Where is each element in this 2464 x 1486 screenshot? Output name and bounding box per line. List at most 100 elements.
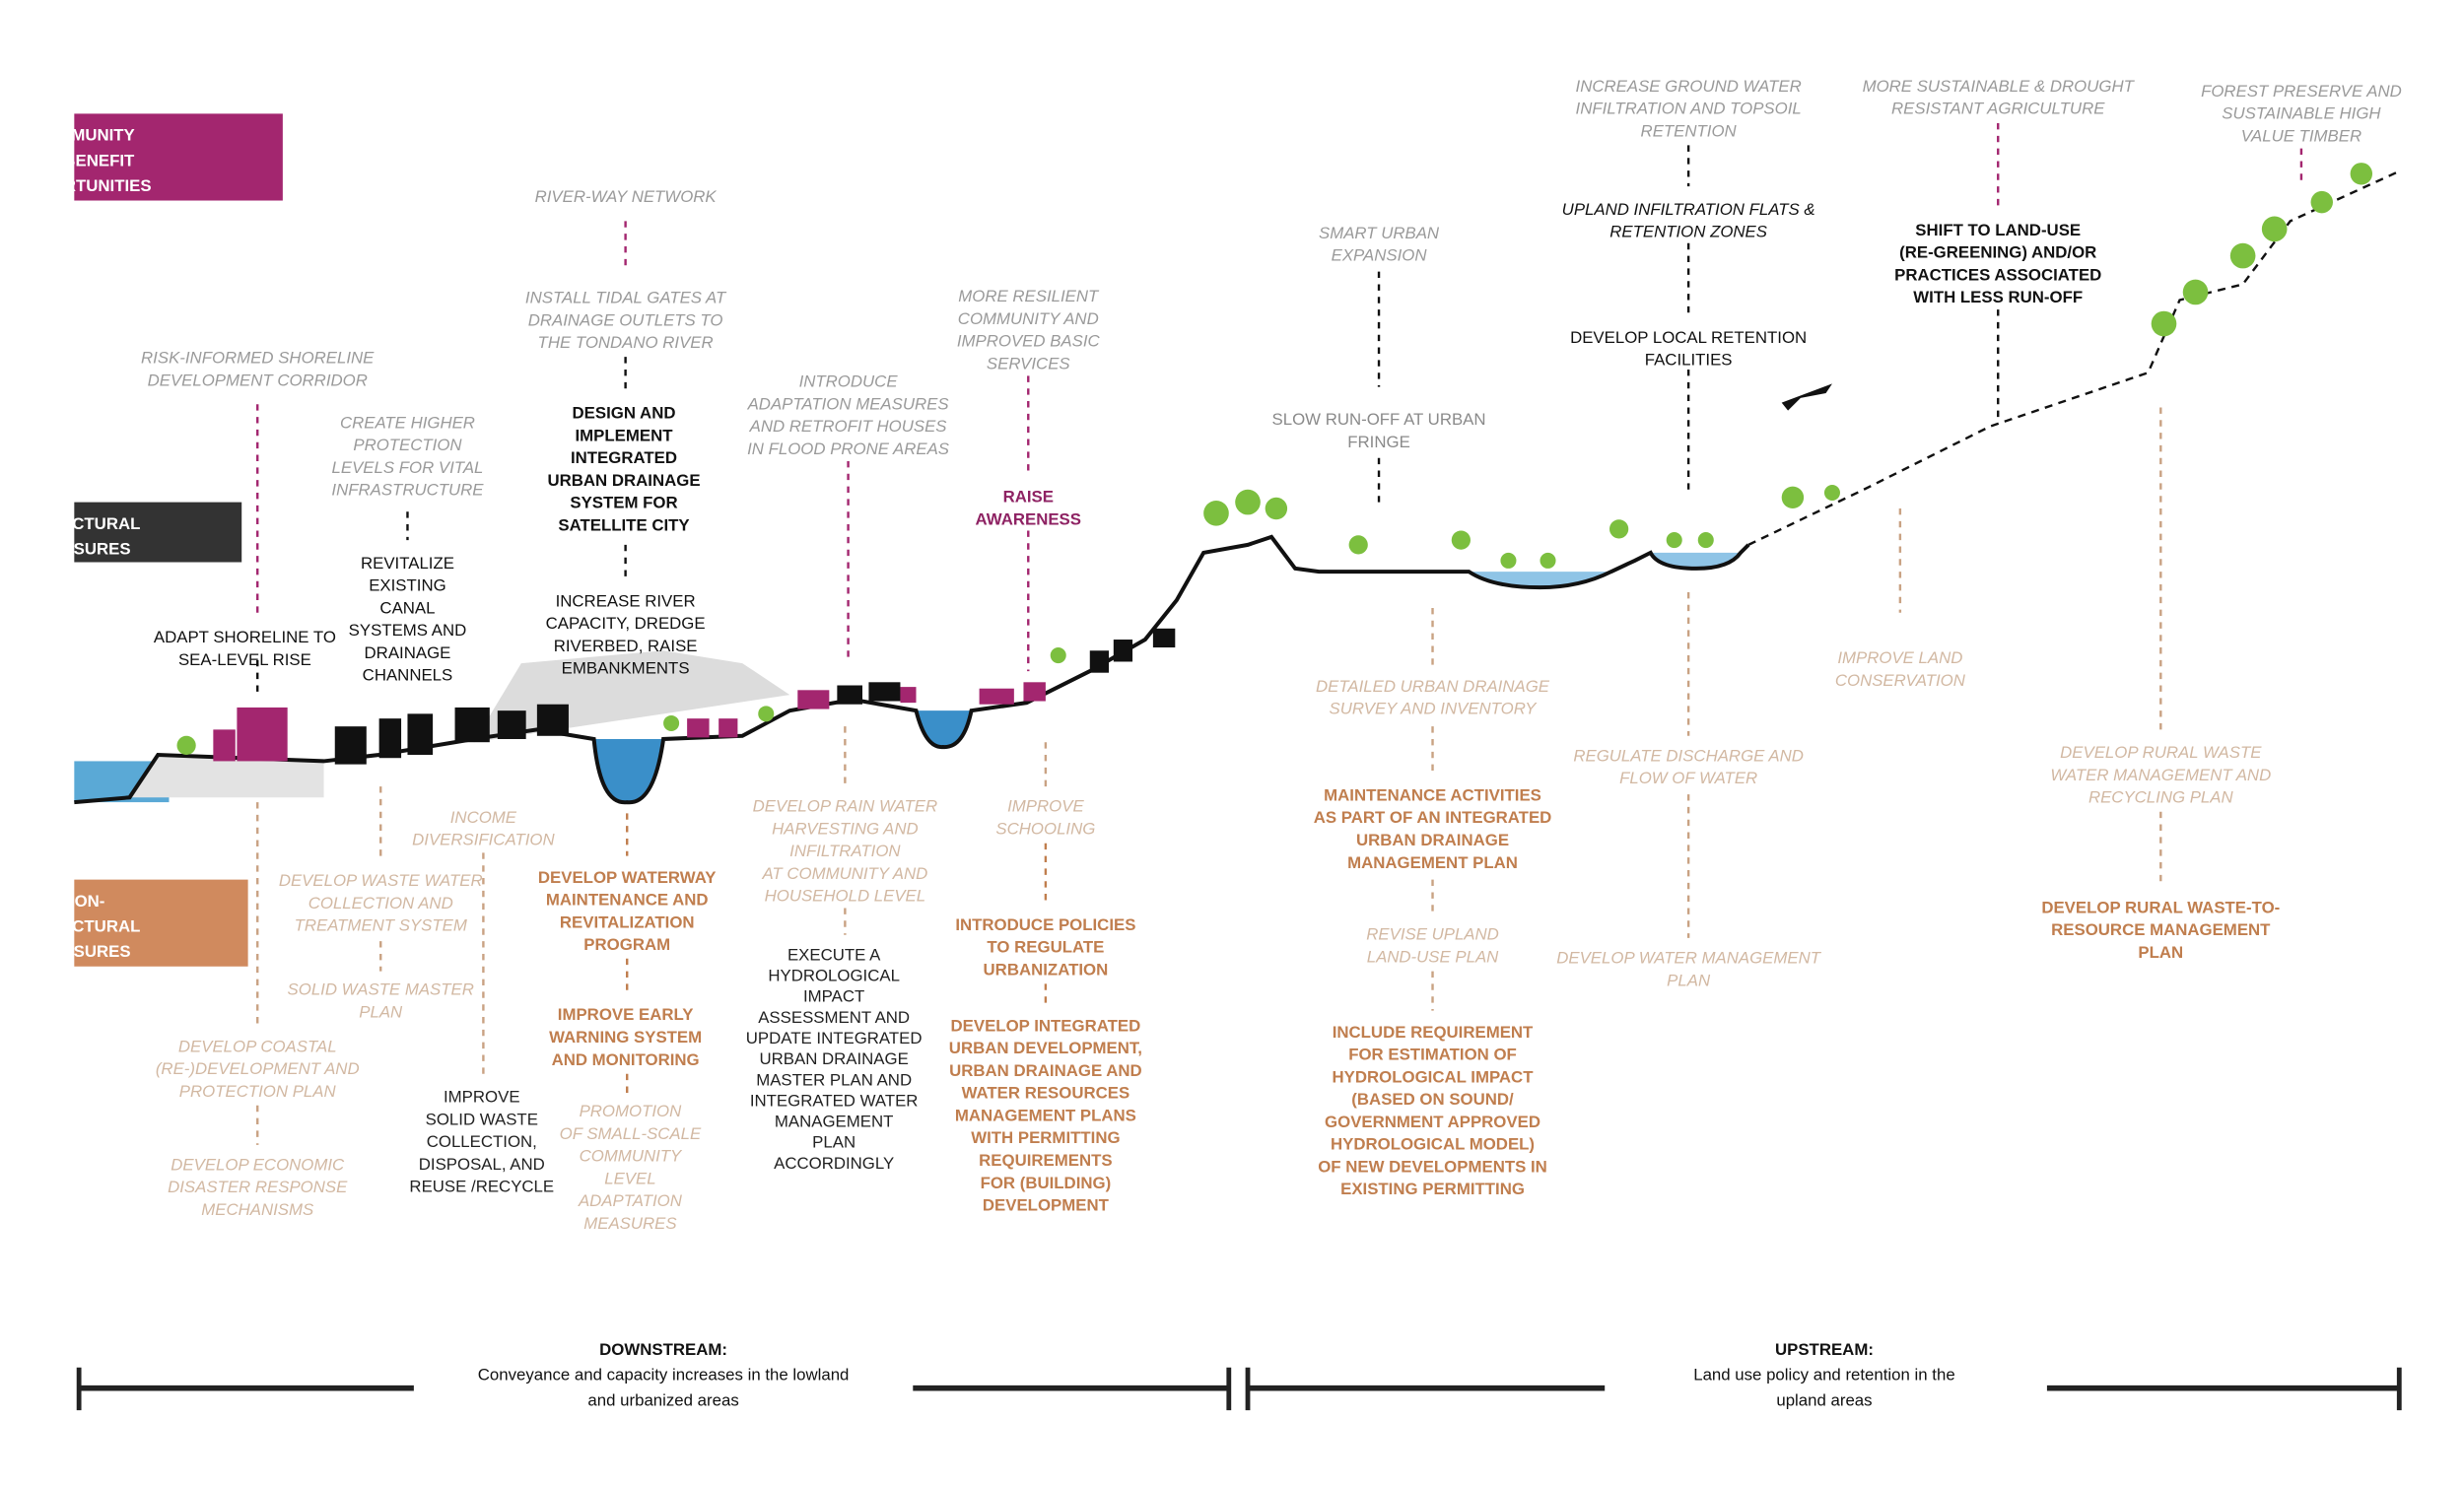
- annotation-line: INTRODUCE: [799, 372, 899, 391]
- annotation: CREATE HIGHER PROTECTION LEVELS FOR VITAL I…: [331, 413, 484, 499]
- section-title: DOWNSTREAM:: [599, 1340, 727, 1359]
- annotation-line: DETAILED URBAN DRAINAGE: [1316, 677, 1550, 696]
- section-text: upland areas: [1776, 1390, 1872, 1409]
- annotation-line: PLAN: [812, 1133, 856, 1152]
- annotation-line: SYSTEM FOR: [570, 494, 677, 512]
- section-title: UPSTREAM:: [1775, 1340, 1874, 1359]
- annotation-line: INFILTRATION AND TOPSOIL: [1576, 100, 1802, 118]
- annotation-line: FOR ESTIMATION OF: [1348, 1046, 1517, 1064]
- annotation-line: DESIGN AND: [573, 404, 676, 423]
- annotation-line: GOVERNMENT APPROVED: [1325, 1113, 1540, 1131]
- annotation-line: URBAN DRAINAGE: [547, 471, 700, 490]
- annotation-line: UPLAND INFILTRATION FLATS &: [1562, 200, 1815, 219]
- annotation-line: ASSESSMENT AND: [758, 1008, 910, 1027]
- annotation: IMPROVE SCHOOLING: [995, 797, 1095, 839]
- annotation-line: PLAN: [1667, 971, 1711, 989]
- legend-text: MEASURES: [36, 539, 130, 558]
- annotation-line: HYDROLOGICAL: [768, 967, 900, 985]
- annotation-line: LAND-USE PLAN: [1367, 947, 1499, 966]
- annotation-line: RESOURCE MANAGEMENT: [2051, 920, 2271, 939]
- annotation-line: DEVELOP COASTAL: [178, 1037, 337, 1055]
- annotation-line: PRACTICES ASSOCIATED: [1894, 265, 2101, 284]
- annotation: MORE SUSTAINABLE & DROUGHT RESISTANT AGRI…: [1863, 77, 2136, 118]
- upstream: UPSTREAM: Land use policy and retention i…: [1693, 1340, 1954, 1409]
- annotation-line: DEVELOP RURAL WASTE: [2060, 743, 2262, 762]
- annotation-line: IMPROVE LAND: [1837, 648, 1962, 667]
- annotation-line: REGULATE DISCHARGE AND: [1573, 746, 1804, 765]
- annotation-line: DEVELOP WATER MANAGEMENT: [1556, 949, 1822, 968]
- annotation-line: SEA-LEVEL RISE: [178, 650, 311, 669]
- annotation-line: RECYCLING PLAN: [2088, 788, 2234, 807]
- legend-text: COMMUNITY: [33, 126, 135, 145]
- annotation-line: DEVELOPMENT: [983, 1196, 1110, 1215]
- legend-box: [74, 502, 242, 563]
- annotation-line: PLAN: [2138, 943, 2183, 962]
- annotation-line: CANAL: [379, 598, 435, 617]
- annotation-line: RESISTANT AGRICULTURE: [1891, 100, 2105, 118]
- annotation-line: CAPACITY, DREDGE: [546, 614, 706, 633]
- annotation-line: HOUSEHOLD LEVEL: [765, 887, 926, 906]
- annotation-line: HYDROLOGICAL IMPACT: [1333, 1067, 1535, 1086]
- annotation-line: RIVER-WAY NETWORK: [535, 187, 718, 206]
- legend-non-structural: NON- STRUCTURAL MEASURES: [28, 879, 248, 967]
- legend-box: [74, 879, 248, 967]
- annotation-line: OF SMALL-SCALE: [560, 1124, 702, 1143]
- annotation-line: MORE RESILIENT: [958, 287, 1100, 305]
- annotation-line: SMART URBAN: [1319, 224, 1440, 242]
- annotation-line: RETENTION: [1641, 121, 1738, 140]
- annotation: DEVELOP WATERWAY MAINTENANCE AND REVITALIZ…: [538, 868, 717, 954]
- annotation-line: SOLID WASTE MASTER: [288, 980, 474, 999]
- annotation-line: URBAN DRAINAGE: [759, 1049, 908, 1068]
- downstream: DOWNSTREAM: Conveyance and capacity incre…: [478, 1340, 850, 1409]
- annotation: SOLID WASTE MASTER PLAN: [288, 980, 474, 1022]
- annotation-line: VALUE TIMBER: [2241, 126, 2361, 145]
- annotation-line: DEVELOP RAIN WATER: [753, 797, 937, 816]
- annotation-line: IMPROVED BASIC: [957, 332, 1101, 351]
- annotation-line: EMBANKMENTS: [562, 659, 690, 678]
- annotation-line: URBANIZATION: [984, 960, 1109, 979]
- annotation-line: INTRODUCE POLICIES: [955, 915, 1135, 934]
- annotation-line: SATELLITE CITY: [558, 515, 689, 534]
- annotation-line: WITH LESS RUN-OFF: [1913, 288, 2083, 306]
- annotation: MAINTENANCE ACTIVITIES AS PART OF AN INTE…: [1314, 785, 1552, 871]
- annotation-line: COLLECTION AND: [308, 894, 453, 912]
- annotation: FOREST PRESERVE AND SUSTAINABLE HIGH VALUE…: [2201, 82, 2402, 146]
- annotation-line: MANAGEMENT: [775, 1113, 894, 1131]
- annotation: DEVELOP WASTE WATER COLLECTION AND TREATME…: [279, 871, 483, 935]
- annotation-line: COMMUNITY: [580, 1147, 683, 1166]
- trees: [176, 163, 2373, 756]
- annotation: REGULATE DISCHARGE AND FLOW OF WATER: [1573, 746, 1804, 787]
- annotation-line: CONSERVATION: [1835, 671, 1966, 690]
- annotation-line: EXISTING: [369, 576, 445, 595]
- annotation: DESIGN AND IMPLEMENT INTEGRATED URBAN DRAIN…: [547, 404, 700, 535]
- annotation-line: DRAINAGE: [365, 643, 451, 662]
- annotation: REVISE UPLAND LAND-USE PLAN: [1366, 925, 1499, 967]
- annotation-line: DEVELOP LOCAL RETENTION: [1570, 328, 1807, 347]
- annotation-line: MECHANISMS: [201, 1200, 314, 1219]
- annotation-line: IMPROVE: [1007, 797, 1084, 816]
- annotation-line: RAISE: [1003, 488, 1054, 507]
- annotation-line: AS PART OF AN INTEGRATED: [1314, 808, 1552, 827]
- annotation-line: THE TONDANO RIVER: [538, 333, 714, 352]
- annotation-line: DEVELOP WATERWAY: [538, 868, 717, 887]
- annotation-line: FOREST PRESERVE AND: [2201, 82, 2402, 101]
- landscape: [74, 163, 2402, 805]
- annotation-line: LEVELS FOR VITAL: [332, 458, 484, 477]
- annotation-line: SLOW RUN-OFF AT URBAN: [1272, 410, 1486, 429]
- annotation: DEVELOP RURAL WASTE WATER MANAGEMENT AND R…: [2050, 743, 2271, 807]
- legend-text: MEASURES: [36, 942, 130, 961]
- annotation-line: IMPACT: [803, 987, 864, 1006]
- annotation-line: DISASTER RESPONSE: [168, 1178, 348, 1196]
- annotation-line: DISPOSAL, AND: [419, 1155, 545, 1174]
- annotation-line: COMMUNITY AND: [958, 309, 1099, 328]
- annotation: MORE RESILIENT COMMUNITY AND IMPROVED BASI…: [957, 287, 1101, 372]
- annotation: RAISE AWARENESS: [976, 488, 1081, 529]
- annotation: PROMOTION OF SMALL-SCALE COMMUNITY LEVEL ADA…: [560, 1102, 702, 1233]
- river: [593, 738, 664, 803]
- annotation-line: IMPLEMENT: [576, 426, 674, 444]
- annotation: UPLAND INFILTRATION FLATS & RETENTION ZON…: [1562, 200, 1815, 241]
- retention-flat: [1650, 552, 1742, 569]
- annotation-line: INFILTRATION: [789, 842, 901, 860]
- annotation-line: FRINGE: [1347, 433, 1410, 451]
